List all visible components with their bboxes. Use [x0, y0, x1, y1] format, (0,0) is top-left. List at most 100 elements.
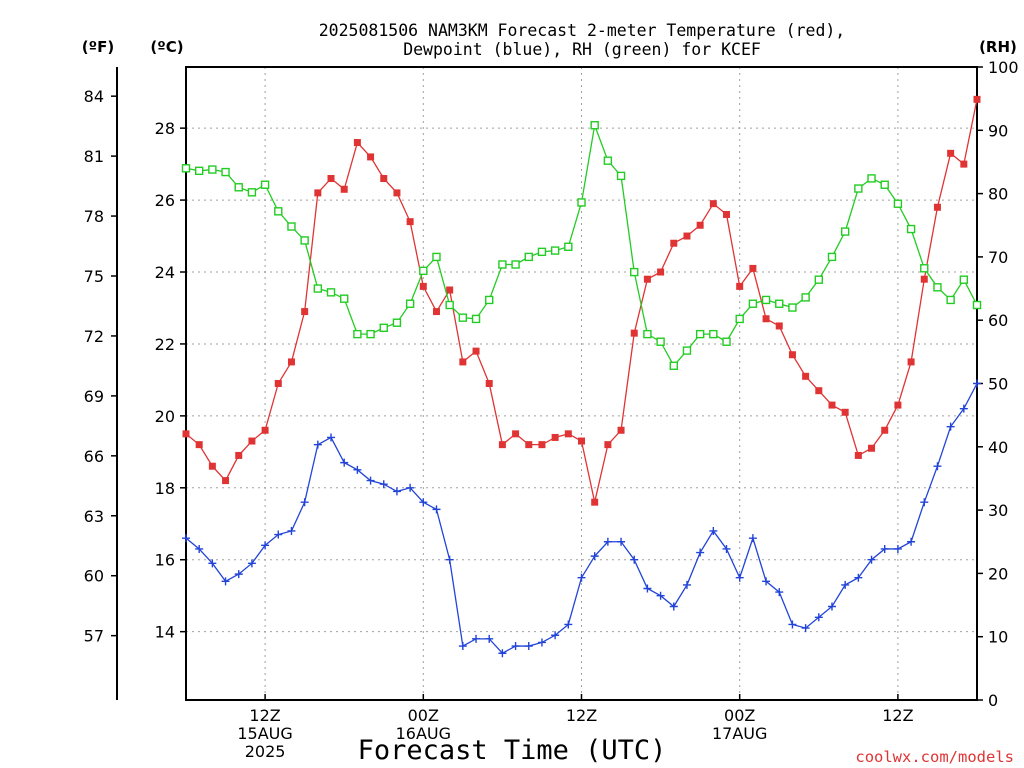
rh-point-56 — [920, 264, 929, 273]
rh-point-1 — [194, 166, 204, 176]
temperature-point-42 — [736, 282, 744, 290]
rh-point-50 — [840, 227, 850, 236]
rh-tick-label-3: 30 — [988, 501, 1008, 520]
celsius-tick-label-6: 26 — [155, 191, 175, 210]
temperature-point-5 — [248, 437, 256, 445]
x-tick-label-0-1: 15AUG — [237, 724, 292, 743]
celsius-tick-label-4: 22 — [155, 335, 175, 354]
rh-point-44 — [761, 295, 771, 305]
dewpoint-point-16 — [392, 487, 401, 496]
temperature-point-11 — [327, 174, 335, 182]
dewpoint-point-41 — [722, 544, 731, 553]
dewpoint-point-14 — [366, 476, 375, 485]
dewpoint-point-2 — [208, 559, 217, 568]
rh-tick-label-5: 50 — [988, 375, 1008, 394]
dewpoint-point-47 — [801, 624, 810, 633]
temperature-point-34 — [630, 329, 638, 337]
x-tick-label-0-0: 12Z — [249, 706, 280, 725]
rh-point-9 — [300, 236, 309, 245]
temperature-point-8 — [287, 358, 295, 366]
temperature-point-60 — [973, 95, 981, 103]
rh-point-29 — [564, 242, 573, 251]
temperature-point-7 — [274, 380, 282, 387]
rh-point-27 — [537, 247, 547, 257]
dewpoint-point-51 — [854, 573, 863, 582]
temperature-point-19 — [432, 308, 440, 316]
rh-point-0 — [181, 164, 191, 173]
rh-point-52 — [867, 174, 876, 183]
temperature-point-44 — [762, 315, 770, 323]
temperature-point-16 — [393, 189, 401, 197]
dewpoint-point-21 — [458, 642, 467, 651]
dewpoint-point-40 — [709, 526, 718, 535]
dewpoint-point-54 — [893, 544, 902, 553]
celsius-tick-label-2: 18 — [155, 479, 175, 498]
temperature-point-38 — [683, 232, 691, 240]
temperature-point-53 — [881, 426, 889, 434]
rh-point-25 — [511, 260, 520, 269]
dewpoint-point-59 — [959, 404, 968, 413]
temperature-point-23 — [485, 380, 493, 387]
rh-point-53 — [880, 180, 889, 189]
rh-tick-label-1: 10 — [988, 628, 1008, 647]
dewpoint-point-18 — [419, 498, 428, 507]
temperature-point-57 — [933, 203, 941, 211]
dewpoint-point-56 — [920, 498, 929, 507]
rh-point-30 — [577, 198, 586, 207]
rh-line — [185, 122, 978, 367]
temperature-point-22 — [472, 347, 480, 355]
rh-point-16 — [392, 318, 402, 327]
temperature-point-28 — [551, 433, 559, 441]
dewpoint-point-10 — [313, 440, 322, 449]
dewpoint-point-37 — [669, 602, 678, 611]
temperature-point-54 — [894, 401, 902, 409]
temperature-point-25 — [512, 430, 520, 438]
temperature-point-4 — [235, 451, 243, 459]
temperature-point-58 — [947, 149, 955, 157]
temperature-point-35 — [643, 275, 651, 283]
dewpoint-point-43 — [748, 534, 757, 543]
rh-point-21 — [458, 313, 468, 322]
rh-tick-label-9: 90 — [988, 121, 1008, 140]
dewpoint-point-48 — [814, 613, 823, 622]
temperature-point-9 — [301, 308, 309, 316]
fahrenheit-tick-label-4: 69 — [84, 387, 104, 406]
temperature-point-21 — [459, 358, 467, 366]
dewpoint-point-39 — [696, 548, 705, 557]
dewpoint-point-33 — [617, 537, 626, 546]
dewpoint-point-26 — [524, 642, 533, 651]
fahrenheit-tick-label-3: 66 — [84, 447, 104, 466]
temperature-point-13 — [353, 139, 361, 147]
temperature-point-56 — [920, 275, 928, 283]
rh-point-58 — [946, 295, 955, 305]
rh-point-31 — [590, 121, 599, 130]
dewpoint-point-29 — [564, 620, 573, 629]
rh-tick-label-8: 80 — [988, 185, 1008, 204]
dewpoint-point-34 — [630, 555, 639, 564]
temperature-point-0 — [182, 430, 190, 438]
dewpoint-point-20 — [445, 555, 454, 564]
dewpoint-point-60 — [973, 379, 981, 388]
temperature-point-6 — [261, 426, 269, 434]
dewpoint-point-6 — [261, 541, 270, 550]
temperature-point-12 — [340, 185, 348, 193]
rh-point-12 — [340, 294, 349, 303]
rh-point-17 — [405, 299, 415, 308]
celsius-tick-label-1: 16 — [155, 551, 175, 570]
rh-point-23 — [485, 295, 494, 305]
dewpoint-point-0 — [182, 534, 190, 543]
fahrenheit-tick-label-9: 84 — [84, 87, 104, 106]
rh-point-35 — [643, 329, 652, 339]
temperature-point-52 — [868, 444, 876, 452]
fahrenheit-tick-label-8: 81 — [84, 147, 104, 166]
rh-point-2 — [208, 165, 217, 174]
temperature-point-1 — [195, 441, 203, 449]
fahrenheit-tick-label-5: 72 — [84, 327, 104, 346]
rh-point-19 — [432, 252, 441, 262]
temperature-point-45 — [775, 322, 783, 330]
dewpoint-point-42 — [735, 573, 744, 582]
dewpoint-point-24 — [498, 649, 507, 658]
rh-point-10 — [313, 284, 323, 293]
